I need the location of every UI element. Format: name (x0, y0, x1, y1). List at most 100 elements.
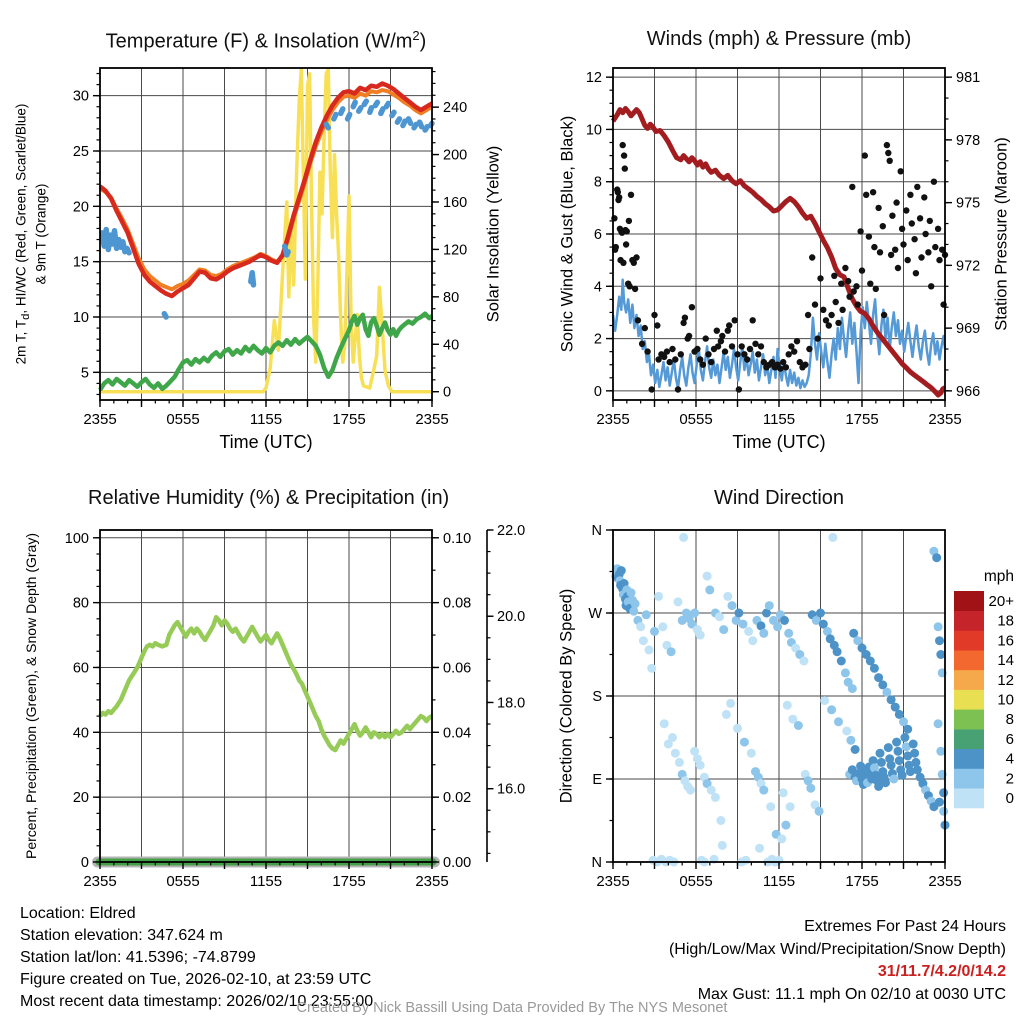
svg-text:0555: 0555 (166, 873, 199, 890)
svg-text:20.0: 20.0 (497, 609, 525, 625)
svg-text:6: 6 (1006, 731, 1014, 748)
svg-text:120: 120 (443, 242, 467, 258)
svg-text:10: 10 (997, 692, 1014, 709)
svg-text:60: 60 (73, 660, 89, 676)
svg-text:975: 975 (956, 196, 980, 212)
svg-text:1155: 1155 (763, 873, 795, 890)
pressure-y-axis-label: Station Pressure (Maroon) (992, 137, 1011, 331)
extremes-title: Extremes For Past 24 Hours (804, 918, 1006, 935)
winds-pressure-chart: 2355 0555 1155 1755 2355 0 2 4 6 8 10 12 966 969 972 97… (586, 67, 980, 428)
svg-text:2355: 2355 (928, 411, 961, 428)
svg-text:978: 978 (956, 133, 980, 149)
svg-text:12: 12 (997, 672, 1014, 689)
svg-text:0555: 0555 (679, 873, 712, 890)
svg-text:1155: 1155 (250, 411, 282, 428)
extremes-info: Extremes For Past 24 Hours (High/Low/Max… (669, 916, 1006, 1006)
svg-text:2355: 2355 (415, 411, 448, 428)
direction-y-axis-label: Direction (Colored By Speed) (557, 588, 576, 804)
svg-text:200: 200 (443, 148, 467, 164)
station-latlon: Station lat/lon: 41.5396; -74.8799 (20, 949, 256, 966)
svg-text:18.0: 18.0 (497, 695, 525, 711)
svg-text:972: 972 (956, 258, 980, 274)
insolation-y-axis-label: Solar Insolation (Yellow) (484, 145, 503, 323)
svg-text:20: 20 (73, 199, 89, 215)
svg-text:0: 0 (1006, 790, 1014, 807)
svg-text:0.02: 0.02 (443, 790, 471, 806)
svg-text:0: 0 (81, 855, 89, 871)
svg-text:N: N (592, 523, 602, 539)
sonic-wind-y-axis-label: Sonic Wind & Gust (Blue, Black) (558, 115, 577, 353)
svg-text:0555: 0555 (166, 411, 199, 428)
svg-text:20: 20 (73, 790, 89, 806)
svg-text:0.08: 0.08 (443, 596, 471, 612)
svg-text:0.06: 0.06 (443, 660, 471, 676)
svg-text:40: 40 (443, 337, 459, 353)
figure-created: Figure created on Tue, 2026-02-10, at 23… (20, 971, 372, 988)
station-elevation: Station elevation: 347.624 m (20, 927, 223, 944)
svg-text:30: 30 (73, 89, 89, 105)
dir-chart-title: Wind Direction (713, 487, 845, 509)
svg-text:1755: 1755 (332, 411, 365, 428)
svg-text:80: 80 (443, 290, 459, 306)
svg-text:2: 2 (1006, 770, 1014, 787)
credit-line: Created By Nick Bassill Using Data Provi… (296, 1000, 728, 1016)
svg-text:160: 160 (443, 195, 467, 211)
svg-text:S: S (592, 689, 602, 705)
station-info: Location: Eldred Station elevation: 347.… (20, 903, 373, 1013)
svg-text:mph: mph (984, 568, 1014, 585)
temp-x-axis-label: Time (UTC) (219, 432, 313, 452)
svg-text:6: 6 (594, 227, 602, 243)
svg-text:40: 40 (73, 725, 89, 741)
svg-text:2355: 2355 (596, 873, 629, 890)
svg-text:2355: 2355 (83, 873, 116, 890)
svg-text:16: 16 (997, 632, 1014, 649)
svg-text:E: E (592, 772, 602, 788)
svg-text:N: N (592, 855, 602, 871)
svg-text:5: 5 (81, 365, 89, 381)
svg-text:10: 10 (73, 310, 89, 326)
svg-text:2: 2 (594, 332, 602, 348)
temp-y-axis-label: 2m T, Td, HI/WC (Red, Green, Scarlet/Blu… (13, 103, 49, 365)
svg-text:15: 15 (73, 255, 89, 271)
extremes-values: 31/11.7/4.2/0/14.2 (877, 963, 1006, 980)
svg-text:22.0: 22.0 (497, 523, 525, 539)
svg-text:W: W (588, 606, 602, 622)
svg-text:966: 966 (956, 384, 980, 400)
station-location: Location: Eldred (20, 905, 136, 922)
svg-text:1755: 1755 (845, 873, 878, 890)
svg-text:1155: 1155 (763, 411, 795, 428)
svg-text:0.04: 0.04 (443, 725, 471, 741)
svg-text:969: 969 (956, 321, 980, 337)
rh-y-axis-label: Percent, Precipitation (Green), & Snow D… (22, 532, 39, 860)
humidity-precip-chart: 2355 0555 1155 1755 2355 0 20 40 60 80 100 0.00 0.02… (65, 523, 525, 890)
svg-text:80: 80 (73, 596, 89, 612)
svg-text:2355: 2355 (928, 873, 961, 890)
rh-chart-title: Relative Humidity (%) & Precipitation (i… (88, 487, 450, 509)
svg-text:0: 0 (594, 384, 602, 400)
svg-text:0.00: 0.00 (443, 855, 471, 871)
svg-text:1755: 1755 (332, 873, 365, 890)
svg-text:4: 4 (1006, 751, 1014, 768)
svg-text:20+: 20+ (989, 593, 1015, 610)
svg-text:2355: 2355 (415, 873, 448, 890)
svg-text:0555: 0555 (679, 411, 712, 428)
svg-text:14: 14 (997, 652, 1014, 669)
svg-text:8: 8 (594, 175, 602, 191)
svg-text:10: 10 (586, 122, 602, 138)
svg-text:100: 100 (65, 531, 89, 547)
svg-text:1755: 1755 (845, 411, 878, 428)
extremes-subtitle: (High/Low/Max Wind/Precipitation/Snow De… (668, 940, 1006, 958)
svg-text:16.0: 16.0 (497, 782, 525, 798)
svg-text:25: 25 (73, 144, 89, 160)
svg-text:2355: 2355 (83, 411, 116, 428)
max-gust: Max Gust: 11.1 mph On 02/10 at 0030 UTC (697, 985, 1006, 1003)
svg-text:0: 0 (443, 385, 451, 401)
temperature-insolation-chart: 2355 0555 1155 1755 2355 5 10 15 20 25 30 0 40 80 120 1… (73, 67, 467, 428)
svg-text:12: 12 (586, 70, 602, 86)
temp-chart-title: Temperature (F) & Insolation (W/m2) (105, 28, 427, 53)
wind-chart-title: Winds (mph) & Pressure (mb) (646, 28, 912, 50)
svg-text:240: 240 (443, 100, 467, 116)
svg-text:8: 8 (1006, 711, 1014, 728)
